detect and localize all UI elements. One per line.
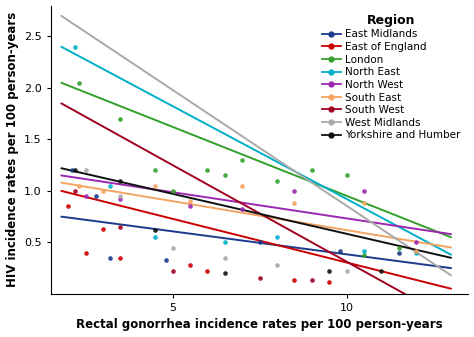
- Point: [92, 193, 100, 199]
- Point: [72, 188, 79, 193]
- Point: [75, 80, 82, 86]
- Point: [360, 252, 368, 257]
- Point: [169, 269, 176, 274]
- Point: [152, 227, 159, 233]
- Point: [169, 188, 176, 193]
- Y-axis label: HIV incidence rates per 100 person-years: HIV incidence rates per 100 person-years: [6, 12, 18, 287]
- Point: [256, 276, 264, 281]
- Point: [204, 269, 211, 274]
- Point: [273, 262, 281, 268]
- Point: [360, 201, 368, 206]
- Point: [291, 201, 298, 206]
- Point: [238, 207, 246, 212]
- Point: [238, 157, 246, 163]
- Point: [326, 269, 333, 274]
- Point: [395, 245, 402, 250]
- X-axis label: Rectal gonorrhea incidence rates per 100 person-years: Rectal gonorrhea incidence rates per 100…: [76, 318, 443, 332]
- Point: [221, 240, 228, 245]
- Point: [273, 235, 281, 240]
- Point: [221, 173, 228, 178]
- Point: [106, 183, 114, 188]
- Legend: East Midlands, East of England, London, North East, North West, South East, Sout: East Midlands, East of England, London, …: [319, 11, 463, 144]
- Point: [117, 255, 124, 261]
- Point: [221, 255, 228, 261]
- Point: [412, 240, 420, 245]
- Point: [273, 178, 281, 183]
- Point: [412, 250, 420, 255]
- Point: [117, 178, 124, 183]
- Point: [308, 167, 316, 173]
- Point: [238, 183, 246, 188]
- Point: [343, 269, 350, 274]
- Point: [72, 167, 79, 173]
- Point: [64, 204, 72, 209]
- Point: [82, 167, 90, 173]
- Point: [75, 183, 82, 188]
- Point: [378, 269, 385, 274]
- Point: [204, 167, 211, 173]
- Point: [72, 44, 79, 50]
- Point: [221, 271, 228, 276]
- Point: [336, 248, 344, 253]
- Point: [117, 193, 124, 199]
- Point: [117, 224, 124, 229]
- Point: [68, 167, 75, 173]
- Point: [99, 226, 107, 232]
- Point: [169, 245, 176, 250]
- Point: [82, 250, 90, 255]
- Point: [186, 204, 194, 209]
- Point: [186, 262, 194, 268]
- Point: [106, 255, 114, 261]
- Point: [82, 193, 90, 199]
- Point: [152, 183, 159, 188]
- Point: [291, 278, 298, 283]
- Point: [152, 235, 159, 240]
- Point: [291, 188, 298, 193]
- Point: [117, 116, 124, 122]
- Point: [99, 188, 107, 193]
- Point: [308, 278, 316, 283]
- Point: [360, 188, 368, 193]
- Point: [117, 196, 124, 202]
- Point: [412, 248, 420, 253]
- Point: [326, 279, 333, 284]
- Point: [152, 167, 159, 173]
- Point: [360, 248, 368, 253]
- Point: [162, 257, 170, 263]
- Point: [256, 240, 264, 245]
- Point: [186, 198, 194, 204]
- Point: [395, 250, 402, 255]
- Point: [343, 173, 350, 178]
